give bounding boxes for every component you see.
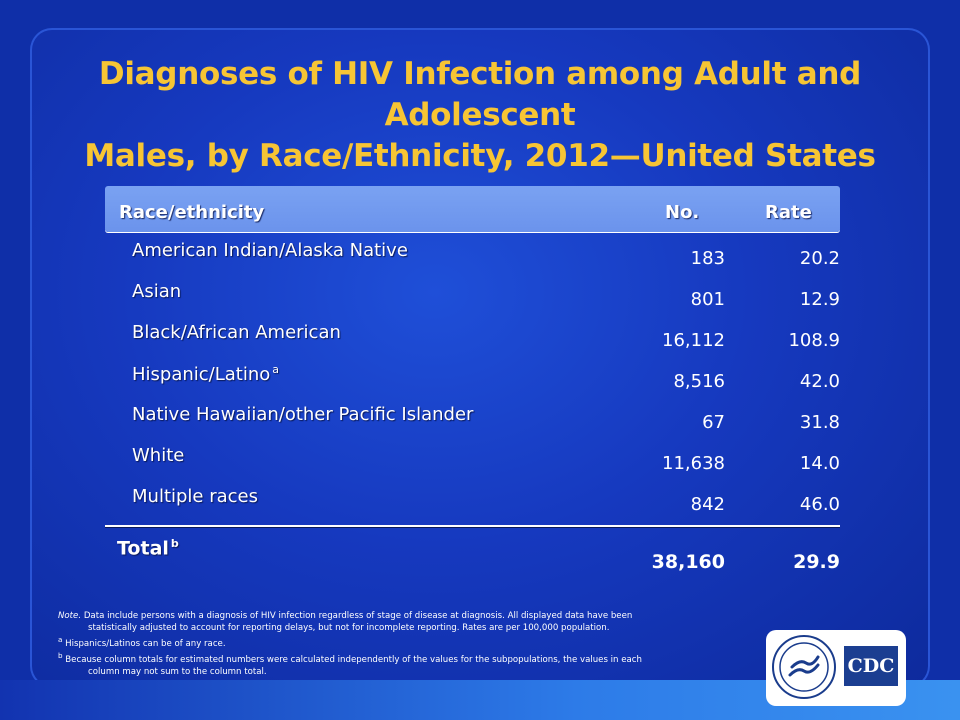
footnote-b-line-2: column may not sum to the column total. — [88, 666, 267, 677]
header-no: No. — [665, 202, 700, 223]
cell-race: Multiple races — [132, 486, 258, 507]
footnote-mark: a — [272, 363, 280, 376]
table-header: Race/ethnicity No. Rate — [105, 186, 840, 232]
note-line-2: statistically adjusted to account for re… — [88, 622, 610, 633]
cell-no: 8,516 — [673, 371, 725, 392]
cell-no: 11,638 — [662, 453, 725, 474]
table-row: Multiple races 842 46.0 — [105, 478, 840, 519]
hhs-seal-icon — [772, 635, 836, 699]
cell-race: Asian — [132, 281, 182, 302]
footnote-a: Hispanics/Latinos can be of any race. — [65, 638, 226, 649]
title-line-1: Diagnoses of HIV Infection among Adult a… — [98, 56, 862, 133]
slide-panel — [30, 28, 930, 688]
cell-rate: 108.9 — [788, 330, 840, 351]
data-table: Race/ethnicity No. Rate American Indian/… — [105, 186, 840, 577]
table-row: Native Hawaiian/other Pacific Islander 67… — [105, 396, 840, 437]
table-row: Asian 801 12.9 — [105, 273, 840, 314]
footnote-b-mark: b — [58, 651, 63, 661]
cell-race: Hispanic/Latino a — [132, 363, 280, 385]
slide-title: Diagnoses of HIV Infection among Adult a… — [40, 54, 920, 177]
cell-rate: 31.8 — [799, 412, 840, 433]
footnote-b-line-1: Because column totals for estimated numb… — [65, 655, 642, 666]
cell-race: Native Hawaiian/other Pacific Islander — [132, 404, 474, 425]
note-label: Note. — [58, 611, 82, 621]
cell-no: 67 — [702, 412, 725, 433]
cell-rate: 14.0 — [799, 453, 840, 474]
cell-no: 16,112 — [662, 330, 725, 351]
total-footnote: b — [170, 537, 179, 550]
total-label: Total b — [117, 537, 179, 560]
cell-rate: 12.9 — [799, 289, 840, 310]
cell-rate: 20.2 — [799, 248, 840, 269]
total-row: Total b 38,160 29.9 — [105, 527, 840, 577]
cell-rate: 46.0 — [799, 494, 840, 515]
cell-rate: 42.0 — [799, 371, 840, 392]
total-divider — [105, 525, 840, 527]
cell-race: White — [132, 445, 185, 466]
footnotes: Note. Data include persons with a diagno… — [58, 611, 758, 678]
total-no: 38,160 — [651, 551, 725, 573]
header-race: Race/ethnicity — [119, 202, 265, 223]
table-row: Black/African American 16,112 108.9 — [105, 314, 840, 355]
table-row: American Indian/Alaska Native 183 20.2 — [105, 232, 840, 273]
cell-no: 842 — [690, 494, 725, 515]
table-row: White 11,638 14.0 — [105, 437, 840, 478]
cdc-wordmark: CDC — [844, 646, 898, 686]
total-rate: 29.9 — [793, 551, 840, 573]
table-body: American Indian/Alaska Native 183 20.2 Asia… — [105, 232, 840, 519]
cdc-logo: CDC — [766, 630, 906, 706]
title-line-2: Males, by Race/Ethnicity, 2012—United St… — [84, 138, 876, 174]
header-rate: Rate — [765, 202, 812, 223]
table-row: Hispanic/Latino a 8,516 42.0 — [105, 355, 840, 396]
footnote-a-mark: a — [58, 635, 63, 644]
note-line-1: Data include persons with a diagnosis of… — [83, 611, 633, 621]
cell-race: American Indian/Alaska Native — [132, 240, 408, 261]
cell-no: 801 — [690, 289, 725, 310]
cell-no: 183 — [690, 248, 725, 269]
cell-race: Black/African American — [132, 322, 341, 343]
